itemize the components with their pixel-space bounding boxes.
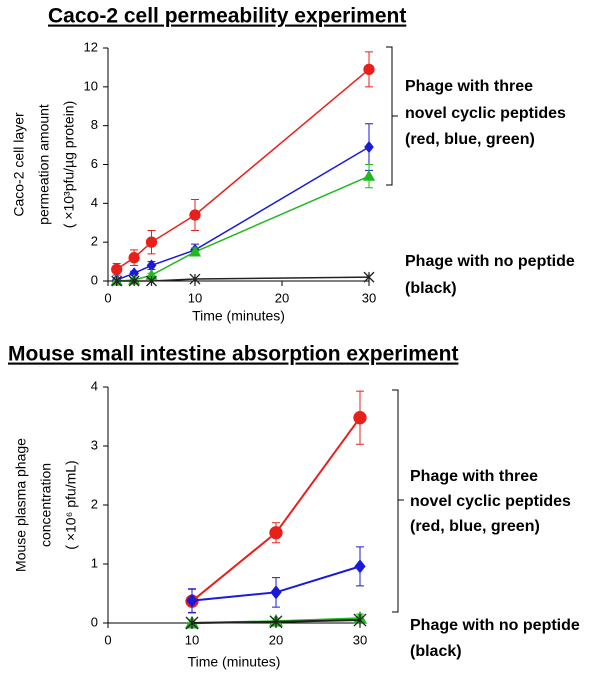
x-tick-label: 0 bbox=[104, 632, 111, 647]
data-point bbox=[111, 275, 123, 287]
y-axis-label: concentration bbox=[38, 463, 54, 547]
data-point bbox=[269, 615, 283, 629]
series-line bbox=[116, 146, 370, 281]
annotation: Phage with no peptide bbox=[405, 253, 575, 270]
x-tick-label: 10 bbox=[185, 632, 199, 647]
annotation: novel cyclic peptides bbox=[405, 105, 566, 122]
data-point bbox=[128, 252, 140, 264]
data-point bbox=[270, 585, 282, 600]
x-tick-label: 30 bbox=[353, 632, 367, 647]
y-tick-label: 2 bbox=[91, 234, 98, 249]
x-tick-label: 20 bbox=[275, 290, 289, 305]
y-axis-label: permeation amount bbox=[36, 104, 52, 225]
chart-title: Mouse small intestine absorption experim… bbox=[8, 343, 458, 366]
data-point bbox=[269, 526, 283, 540]
y-tick-label: 1 bbox=[91, 555, 98, 570]
data-point bbox=[363, 271, 375, 283]
bracket bbox=[386, 46, 398, 186]
x-tick-label: 30 bbox=[362, 290, 376, 305]
annotation: novel cyclic peptides bbox=[410, 493, 571, 510]
chart-title: Caco-2 cell permeability experiment bbox=[48, 5, 406, 28]
annotation: (black) bbox=[405, 280, 457, 297]
y-axis-label: Mouse plasma phage bbox=[13, 438, 29, 572]
y-tick-label: 0 bbox=[91, 614, 98, 629]
data-point bbox=[353, 613, 367, 627]
data-point bbox=[188, 245, 202, 257]
y-tick-label: 2 bbox=[91, 496, 98, 511]
y-tick-label: 12 bbox=[84, 39, 98, 54]
x-axis-label: Time (minutes) bbox=[192, 308, 285, 324]
data-point bbox=[363, 63, 375, 76]
annotation: (black) bbox=[410, 643, 462, 660]
y-tick-label: 6 bbox=[91, 156, 98, 171]
y-tick-label: 3 bbox=[91, 437, 98, 452]
annotation: (red, blue, green) bbox=[405, 131, 535, 148]
annotation: (red, blue, green) bbox=[410, 518, 540, 535]
y-axis-label: ( ×10⁶ pfu/mL) bbox=[63, 460, 79, 549]
data-point bbox=[362, 169, 376, 181]
y-tick-label: 10 bbox=[84, 78, 98, 93]
annotation: Phage with three bbox=[405, 78, 533, 95]
y-tick-label: 4 bbox=[91, 378, 98, 393]
x-axis-label: Time (minutes) bbox=[188, 654, 281, 670]
data-point bbox=[364, 140, 374, 154]
data-point bbox=[353, 411, 367, 425]
data-point bbox=[185, 616, 199, 630]
y-axis-label: ( ×10³pfu/µg protein) bbox=[61, 101, 77, 229]
data-point bbox=[354, 559, 366, 574]
data-point bbox=[189, 209, 201, 221]
x-tick-label: 20 bbox=[269, 632, 283, 647]
data-point bbox=[146, 275, 157, 287]
y-tick-label: 0 bbox=[91, 272, 98, 287]
data-point bbox=[189, 273, 201, 285]
data-point bbox=[111, 263, 123, 276]
bracket bbox=[392, 389, 404, 613]
x-tick-label: 0 bbox=[104, 290, 111, 305]
annotation: Phage with three bbox=[410, 468, 538, 485]
y-axis-label: Caco-2 cell layer bbox=[11, 112, 27, 217]
y-tick-label: 4 bbox=[91, 195, 98, 210]
data-point bbox=[128, 275, 140, 287]
data-point bbox=[145, 236, 158, 248]
data-point bbox=[186, 593, 198, 608]
y-tick-label: 8 bbox=[91, 117, 98, 132]
x-tick-label: 10 bbox=[188, 290, 202, 305]
annotation: Phage with no peptide bbox=[410, 617, 580, 634]
